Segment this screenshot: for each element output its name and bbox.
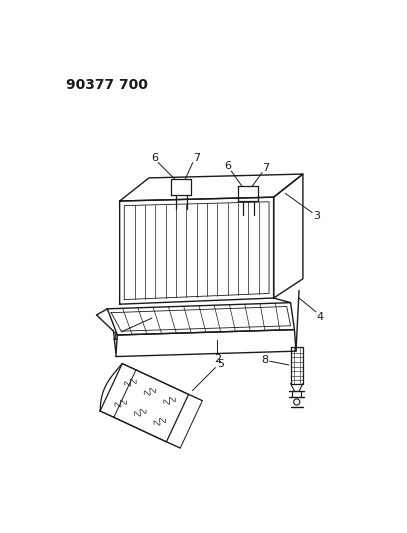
Text: 5: 5 [217,359,224,369]
Text: 6: 6 [151,153,158,163]
Text: 1: 1 [112,332,118,342]
Text: 7: 7 [193,153,200,163]
Text: 6: 6 [224,161,231,172]
Text: 2: 2 [214,354,221,364]
Text: 90377 700: 90377 700 [66,78,148,92]
Text: 4: 4 [316,311,324,321]
Text: 3: 3 [313,212,320,221]
Text: 7: 7 [263,163,269,173]
Text: 8: 8 [261,356,268,366]
